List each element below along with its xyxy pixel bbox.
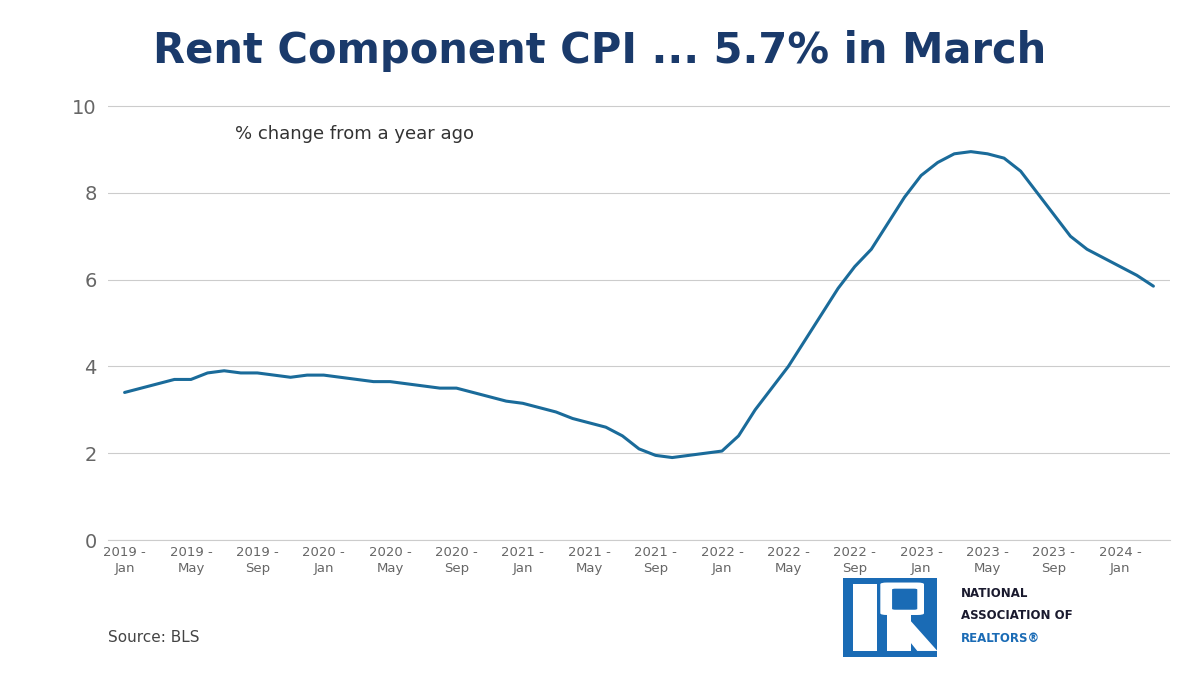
Text: NATIONAL: NATIONAL [961,587,1028,599]
Text: ASSOCIATION OF: ASSOCIATION OF [961,610,1073,622]
FancyBboxPatch shape [881,583,924,615]
FancyBboxPatch shape [892,589,917,610]
Text: Source: BLS: Source: BLS [108,630,199,645]
Bar [887,585,911,651]
Polygon shape [887,613,937,651]
FancyBboxPatch shape [844,578,937,657]
Bar [853,585,877,651]
Text: REALTORS®: REALTORS® [961,632,1040,645]
Text: % change from a year ago: % change from a year ago [235,126,474,143]
Text: Rent Component CPI ... 5.7% in March: Rent Component CPI ... 5.7% in March [154,30,1046,72]
